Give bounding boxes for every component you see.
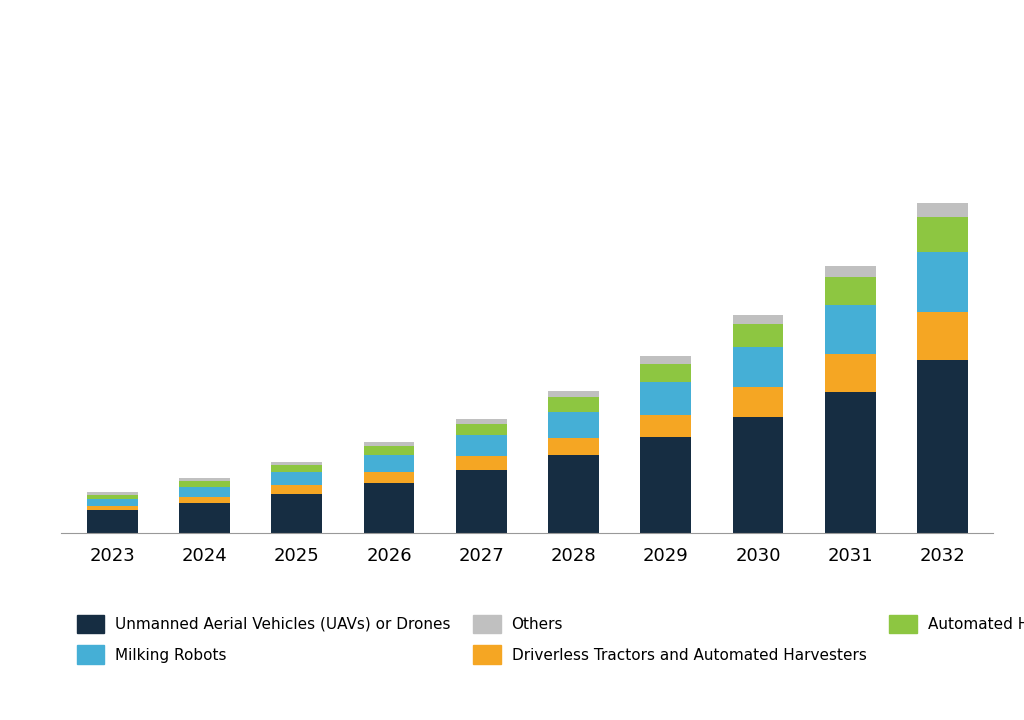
- Bar: [918, 217, 968, 252]
- Bar: [825, 354, 876, 392]
- Bar: [271, 485, 323, 494]
- Legend: Unmanned Aerial Vehicles (UAVs) or Drones, Milking Robots, Others, Driverless Tr: Unmanned Aerial Vehicles (UAVs) or Drone…: [69, 607, 1024, 672]
- Bar: [456, 435, 507, 456]
- Bar: [732, 315, 783, 325]
- Bar: [271, 494, 323, 533]
- Bar: [87, 499, 137, 505]
- Bar: [640, 437, 691, 533]
- Bar: [732, 417, 783, 533]
- Bar: [456, 470, 507, 533]
- Bar: [548, 412, 599, 438]
- Bar: [918, 252, 968, 312]
- Bar: [732, 347, 783, 387]
- Bar: [640, 356, 691, 364]
- Bar: [456, 456, 507, 470]
- Bar: [548, 438, 599, 456]
- Bar: [271, 462, 323, 465]
- Bar: [732, 325, 783, 347]
- Bar: [548, 456, 599, 533]
- Bar: [825, 305, 876, 354]
- Bar: [87, 505, 137, 510]
- Bar: [918, 312, 968, 360]
- Bar: [364, 483, 415, 533]
- Bar: [640, 382, 691, 415]
- Bar: [640, 364, 691, 382]
- Bar: [364, 446, 415, 455]
- Bar: [456, 423, 507, 435]
- Bar: [87, 495, 137, 499]
- Bar: [364, 472, 415, 483]
- Bar: [271, 472, 323, 485]
- Bar: [179, 497, 229, 503]
- Bar: [179, 503, 229, 533]
- Bar: [456, 418, 507, 423]
- Bar: [825, 266, 876, 277]
- Bar: [732, 387, 783, 417]
- Bar: [640, 415, 691, 437]
- Bar: [87, 510, 137, 533]
- Bar: [364, 442, 415, 446]
- Bar: [918, 203, 968, 217]
- Bar: [364, 455, 415, 472]
- Bar: [179, 481, 229, 487]
- Bar: [87, 492, 137, 495]
- Bar: [548, 392, 599, 397]
- Bar: [825, 392, 876, 533]
- Bar: [271, 465, 323, 472]
- Bar: [179, 487, 229, 497]
- Bar: [179, 478, 229, 481]
- Bar: [548, 397, 599, 412]
- Bar: [918, 360, 968, 533]
- Bar: [825, 277, 876, 305]
